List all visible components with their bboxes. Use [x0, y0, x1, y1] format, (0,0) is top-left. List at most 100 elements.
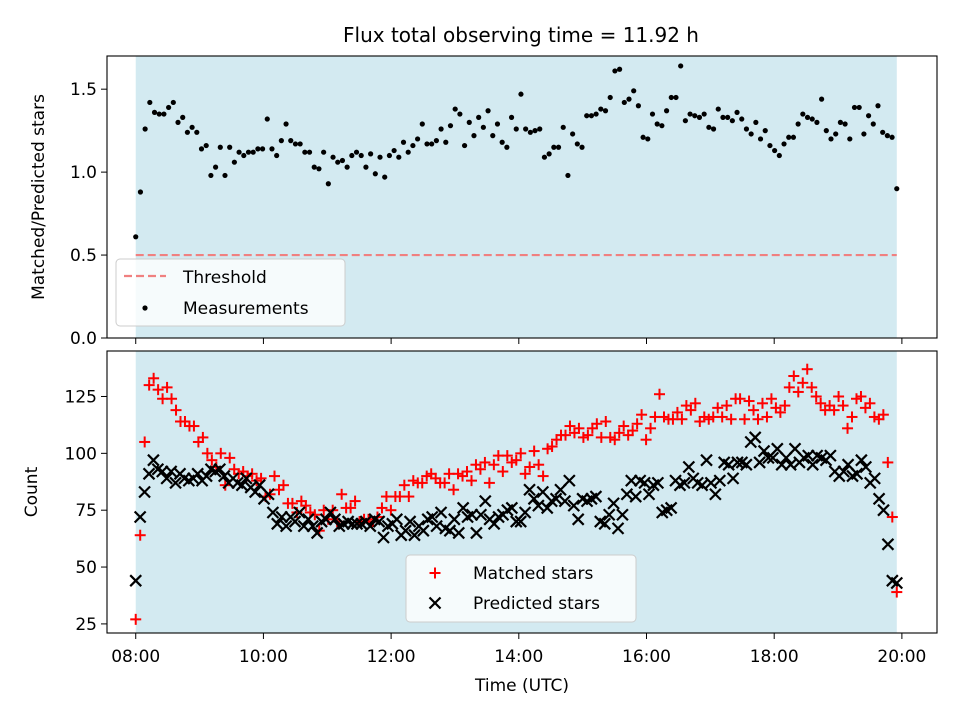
predicted-star-point [611, 522, 625, 535]
count-panel: 25 50 75 100 125 08:00 10:00 12:00 14:00 16:00 18… [22, 350, 938, 696]
x-stroke [390, 513, 404, 526]
measurement-point [753, 119, 759, 125]
predicted-star-point [248, 485, 262, 499]
x-stroke [722, 458, 735, 471]
matched-star-point [855, 390, 867, 402]
y-tick-label: 75 [75, 501, 97, 521]
measurement-point [776, 152, 782, 159]
count-legend-box [405, 554, 637, 623]
matched-star-point [748, 404, 760, 416]
measurement-point [739, 116, 745, 122]
matched-star-point [300, 500, 312, 512]
measurement-point [715, 106, 721, 112]
measurement-point [772, 147, 778, 154]
x-stroke [757, 444, 771, 458]
measurement-point [133, 234, 139, 240]
measurement-point [363, 164, 369, 170]
measurement-point [255, 146, 261, 152]
matched-star-point [197, 431, 209, 443]
x-stroke [731, 456, 744, 469]
x-stroke [271, 517, 284, 531]
matched-star-point [636, 409, 648, 421]
x-tick-label: 14:00 [494, 647, 543, 667]
matched-star-point [206, 454, 218, 466]
measurement-point [649, 111, 656, 117]
x-stroke [824, 449, 837, 462]
predicted-star-point [784, 458, 797, 471]
ratio-panel-frame [106, 55, 938, 339]
matched-star-point [403, 491, 415, 503]
predicted-star-point [704, 476, 718, 490]
measurement-point [358, 152, 364, 159]
y-tick-label: 1.5 [70, 80, 97, 100]
x-tick-label: 10:00 [239, 647, 288, 667]
measurement-point [344, 164, 350, 170]
x-stroke [678, 476, 691, 490]
matched-star-point [627, 425, 639, 437]
predicted-star-point [306, 519, 319, 533]
predicted-star-point [505, 501, 519, 515]
matched-star-point [842, 422, 854, 434]
predicted-star-point [213, 462, 227, 476]
x-stroke [726, 472, 740, 485]
legend-x-marker [428, 596, 442, 610]
x-stroke [151, 462, 165, 476]
measurement-point [762, 128, 768, 134]
measurement-point [476, 114, 482, 120]
matched-star-point [573, 422, 585, 434]
count-legend: Matched stars Predicted stars [405, 554, 637, 623]
measurement-point [819, 96, 825, 102]
x-axis-label: Time (UTC) [474, 676, 569, 696]
matched-star-point [689, 397, 701, 409]
measurement-point [443, 139, 449, 145]
measurement-point [833, 131, 839, 137]
x-stroke [160, 472, 173, 485]
measurement-point [574, 141, 580, 147]
measurement-point [170, 99, 176, 106]
x-stroke [377, 531, 390, 544]
predicted-star-point [169, 476, 182, 490]
predicted-star-points [129, 431, 904, 590]
x-stroke [133, 510, 147, 524]
predicted-star-point [678, 476, 691, 490]
x-stroke [855, 453, 868, 467]
measurement-point [532, 128, 538, 134]
matched-star-point [564, 420, 576, 432]
measurement-point [612, 68, 618, 74]
x-stroke [302, 513, 315, 526]
x-stroke [403, 515, 417, 528]
predicted-star-point [235, 478, 249, 492]
predicted-star-point [589, 490, 603, 503]
x-stroke [611, 522, 625, 535]
x-stroke [142, 467, 156, 481]
measurement-point [748, 131, 754, 137]
matched-star-point [439, 477, 451, 489]
x-stroke [518, 506, 532, 519]
x-stroke [549, 492, 563, 506]
measurement-points [133, 63, 900, 240]
matched-star-point [886, 511, 898, 523]
measurement-point [518, 91, 524, 97]
predicted-star-point [470, 526, 483, 540]
measurement-point [579, 144, 585, 150]
predicted-star-point [514, 515, 527, 528]
matched-star-point [788, 370, 800, 382]
matched-star-point [752, 413, 764, 425]
predicted-star-point [532, 499, 545, 512]
matched-star-point [134, 529, 146, 541]
x-stroke [815, 451, 828, 465]
predicted-star-point [217, 469, 231, 483]
x-tick-label: 16:00 [622, 647, 671, 667]
measurement-point [710, 126, 717, 132]
measurement-point [283, 121, 289, 127]
matched-star-point [837, 400, 849, 412]
count-y-axis-label: Count [22, 466, 42, 517]
matched-star-point [815, 397, 827, 409]
measurement-point [673, 94, 679, 101]
x-stroke [784, 458, 797, 471]
measurement-point [377, 154, 383, 160]
x-stroke [217, 469, 231, 483]
predicted-star-point [824, 449, 837, 462]
predicted-star-point [527, 492, 541, 506]
predicted-star-point [434, 506, 448, 519]
